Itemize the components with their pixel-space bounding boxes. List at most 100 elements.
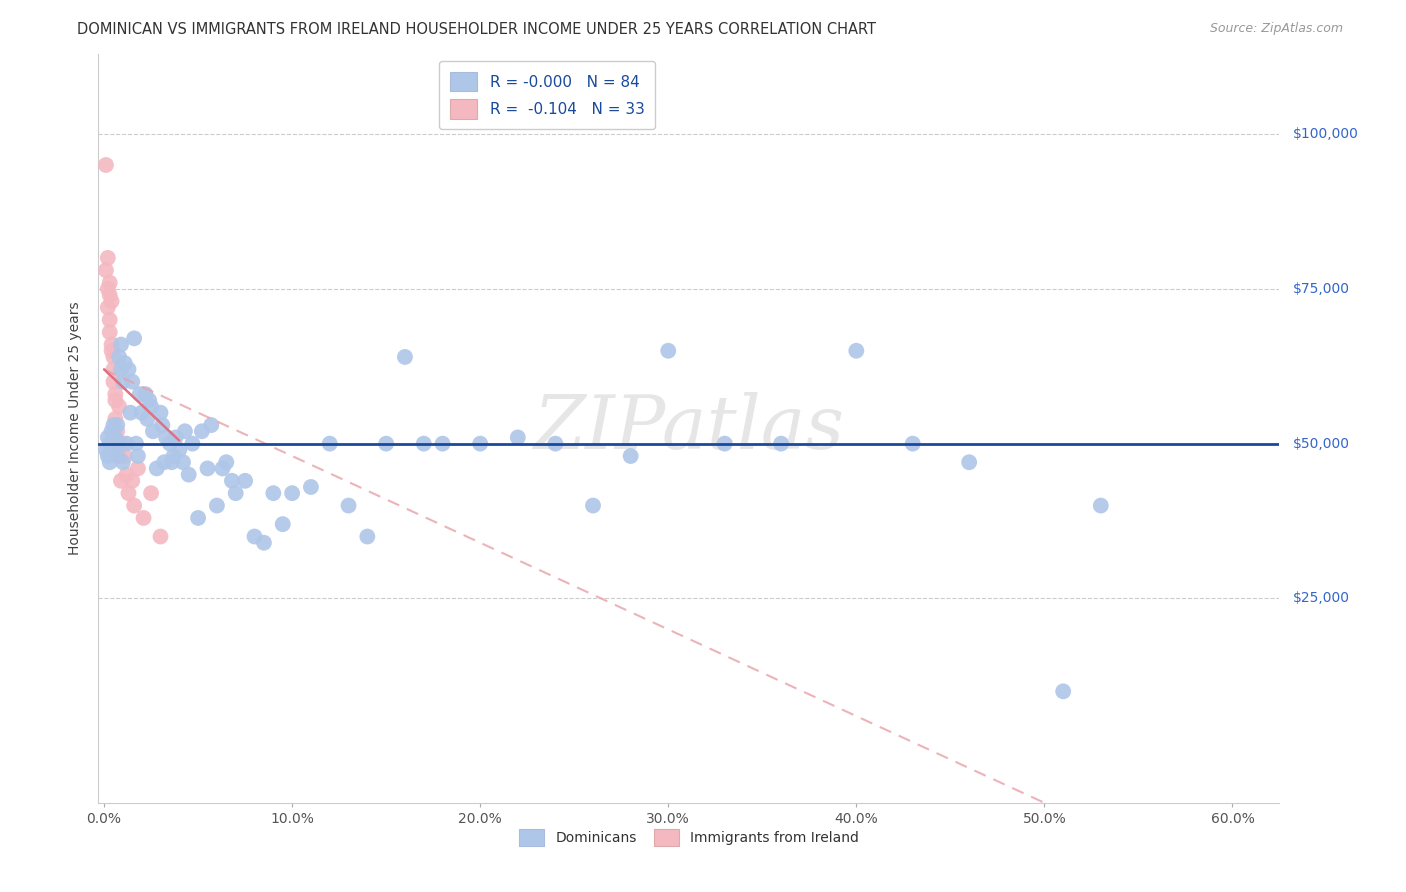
Point (139, 400, 162, 414)
Point (103, 375, 125, 389)
Point (177, 467, 200, 482)
Point (122, 499, 145, 513)
Point (221, 474, 243, 488)
Point (127, 461, 149, 475)
Point (197, 461, 219, 475)
Point (262, 486, 284, 500)
Point (506, 430, 529, 444)
Point (412, 436, 434, 450)
Point (98, 276, 121, 290)
Point (155, 430, 177, 444)
Point (172, 455, 194, 469)
Point (111, 455, 134, 469)
Point (253, 535, 276, 549)
Point (299, 480, 322, 494)
Point (103, 418, 125, 433)
Point (1052, 684, 1074, 698)
Point (132, 511, 155, 525)
Point (243, 529, 266, 543)
Point (131, 406, 153, 420)
Point (770, 436, 793, 450)
Point (100, 436, 122, 450)
Point (620, 449, 643, 463)
Point (114, 449, 136, 463)
Point (134, 387, 156, 401)
Point (181, 436, 204, 450)
Point (169, 442, 191, 457)
Point (122, 331, 145, 345)
Point (271, 517, 294, 532)
Point (108, 400, 131, 414)
Point (104, 393, 127, 408)
Point (174, 424, 197, 438)
Point (100, 424, 122, 438)
Point (115, 467, 138, 482)
Point (104, 412, 127, 426)
Point (110, 474, 132, 488)
Point (103, 350, 125, 364)
Point (136, 412, 159, 426)
Point (200, 418, 222, 433)
Point (94, 158, 117, 172)
Point (97, 251, 120, 265)
Point (544, 436, 567, 450)
Point (108, 350, 131, 364)
Point (115, 436, 138, 450)
Point (121, 375, 143, 389)
Text: DOMINICAN VS IMMIGRANTS FROM IRELAND HOUSEHOLDER INCOME UNDER 25 YEARS CORRELATI: DOMINICAN VS IMMIGRANTS FROM IRELAND HOU… (77, 22, 876, 37)
Point (187, 511, 209, 525)
Point (432, 436, 454, 450)
Point (120, 406, 142, 420)
Point (128, 387, 150, 401)
Point (111, 436, 134, 450)
Point (97, 282, 120, 296)
Point (149, 529, 172, 543)
Point (100, 337, 122, 351)
Point (97, 449, 120, 463)
Point (205, 499, 228, 513)
Point (117, 486, 139, 500)
Point (160, 455, 183, 469)
Point (111, 375, 134, 389)
Text: $75,000: $75,000 (1294, 282, 1350, 296)
Point (105, 449, 128, 463)
Point (108, 449, 131, 463)
Point (713, 436, 735, 450)
Point (105, 424, 128, 438)
Legend: Dominicans, Immigrants from Ireland: Dominicans, Immigrants from Ireland (513, 823, 865, 852)
Point (110, 337, 132, 351)
Text: $25,000: $25,000 (1294, 591, 1350, 606)
Point (104, 436, 127, 450)
Text: ZIPatlas: ZIPatlas (533, 392, 845, 465)
Text: Source: ZipAtlas.com: Source: ZipAtlas.com (1209, 22, 1343, 36)
Point (105, 418, 128, 433)
Text: $100,000: $100,000 (1294, 127, 1360, 141)
Y-axis label: Householder Income Under 25 years: Householder Income Under 25 years (69, 301, 83, 555)
Point (98, 313, 121, 327)
Point (901, 436, 924, 450)
Point (165, 430, 187, 444)
Point (97, 430, 120, 444)
Point (103, 442, 125, 457)
Point (114, 356, 136, 370)
Point (957, 455, 980, 469)
Point (139, 486, 162, 500)
Point (108, 436, 131, 450)
Point (394, 350, 416, 364)
Point (337, 499, 360, 513)
Point (142, 424, 165, 438)
Point (94, 442, 117, 457)
Point (100, 294, 122, 309)
Point (104, 430, 127, 444)
Point (103, 362, 125, 376)
Point (1090, 499, 1112, 513)
Point (100, 343, 122, 358)
Point (375, 436, 398, 450)
Point (191, 424, 214, 438)
Point (582, 499, 605, 513)
Point (150, 418, 173, 433)
Point (470, 436, 492, 450)
Point (356, 529, 378, 543)
Point (138, 393, 160, 408)
Point (98, 455, 121, 469)
